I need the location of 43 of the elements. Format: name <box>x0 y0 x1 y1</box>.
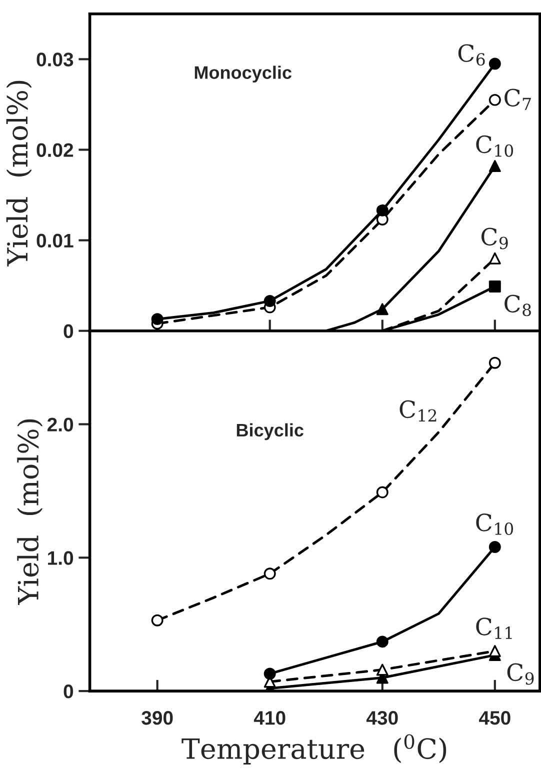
series-label: C$_{8}$ <box>504 294 531 316</box>
series-label: C$_{10}$ <box>476 135 514 157</box>
series-label: C$_{6}$ <box>458 44 485 66</box>
y-tick-label: 2.0 <box>47 418 74 432</box>
point <box>376 664 388 676</box>
point <box>488 94 501 106</box>
point <box>488 160 501 172</box>
point <box>488 540 501 553</box>
y-tick-label: 0.02 <box>36 143 74 157</box>
text: C$_{12}$ <box>400 400 436 422</box>
point <box>488 280 501 292</box>
x-tick-label: 410 <box>254 711 286 725</box>
point <box>488 58 501 70</box>
series-label: C$_{10}$ <box>476 514 514 535</box>
y-tick-label: 0.03 <box>36 52 74 66</box>
y-tick-label: 0.01 <box>36 234 74 248</box>
series-label: C$_{9}$ <box>481 228 508 250</box>
point <box>488 645 501 658</box>
point <box>151 614 164 626</box>
y-axis-title: Yield (mol%) <box>17 419 43 606</box>
y-tick-label: 1.0 <box>48 551 74 565</box>
point <box>264 668 276 680</box>
y-axis-title: Yield (mol%) <box>6 80 32 266</box>
point <box>376 486 388 498</box>
x-tick-label: 450 <box>478 711 510 725</box>
point <box>376 204 388 216</box>
series-label: C$_{11}$ <box>476 618 512 639</box>
x-axis-title: Temperature ($^{0}$C) <box>182 734 446 764</box>
series-label: C$_{9}$ <box>507 663 534 685</box>
annotation: Bicyclic <box>236 423 304 440</box>
y-tick-label: 0 <box>64 684 74 698</box>
annotation: Monocyclic <box>194 66 292 83</box>
point <box>264 294 276 307</box>
point <box>488 356 501 369</box>
x-tick-label: 430 <box>366 711 398 725</box>
point <box>376 636 388 648</box>
point <box>376 303 388 316</box>
y-tick-label: 0 <box>64 324 74 338</box>
x-tick-label: 390 <box>142 711 173 725</box>
point <box>488 252 501 264</box>
point <box>151 313 164 326</box>
series-label: C$_{7}$ <box>504 88 531 110</box>
point <box>264 568 276 580</box>
